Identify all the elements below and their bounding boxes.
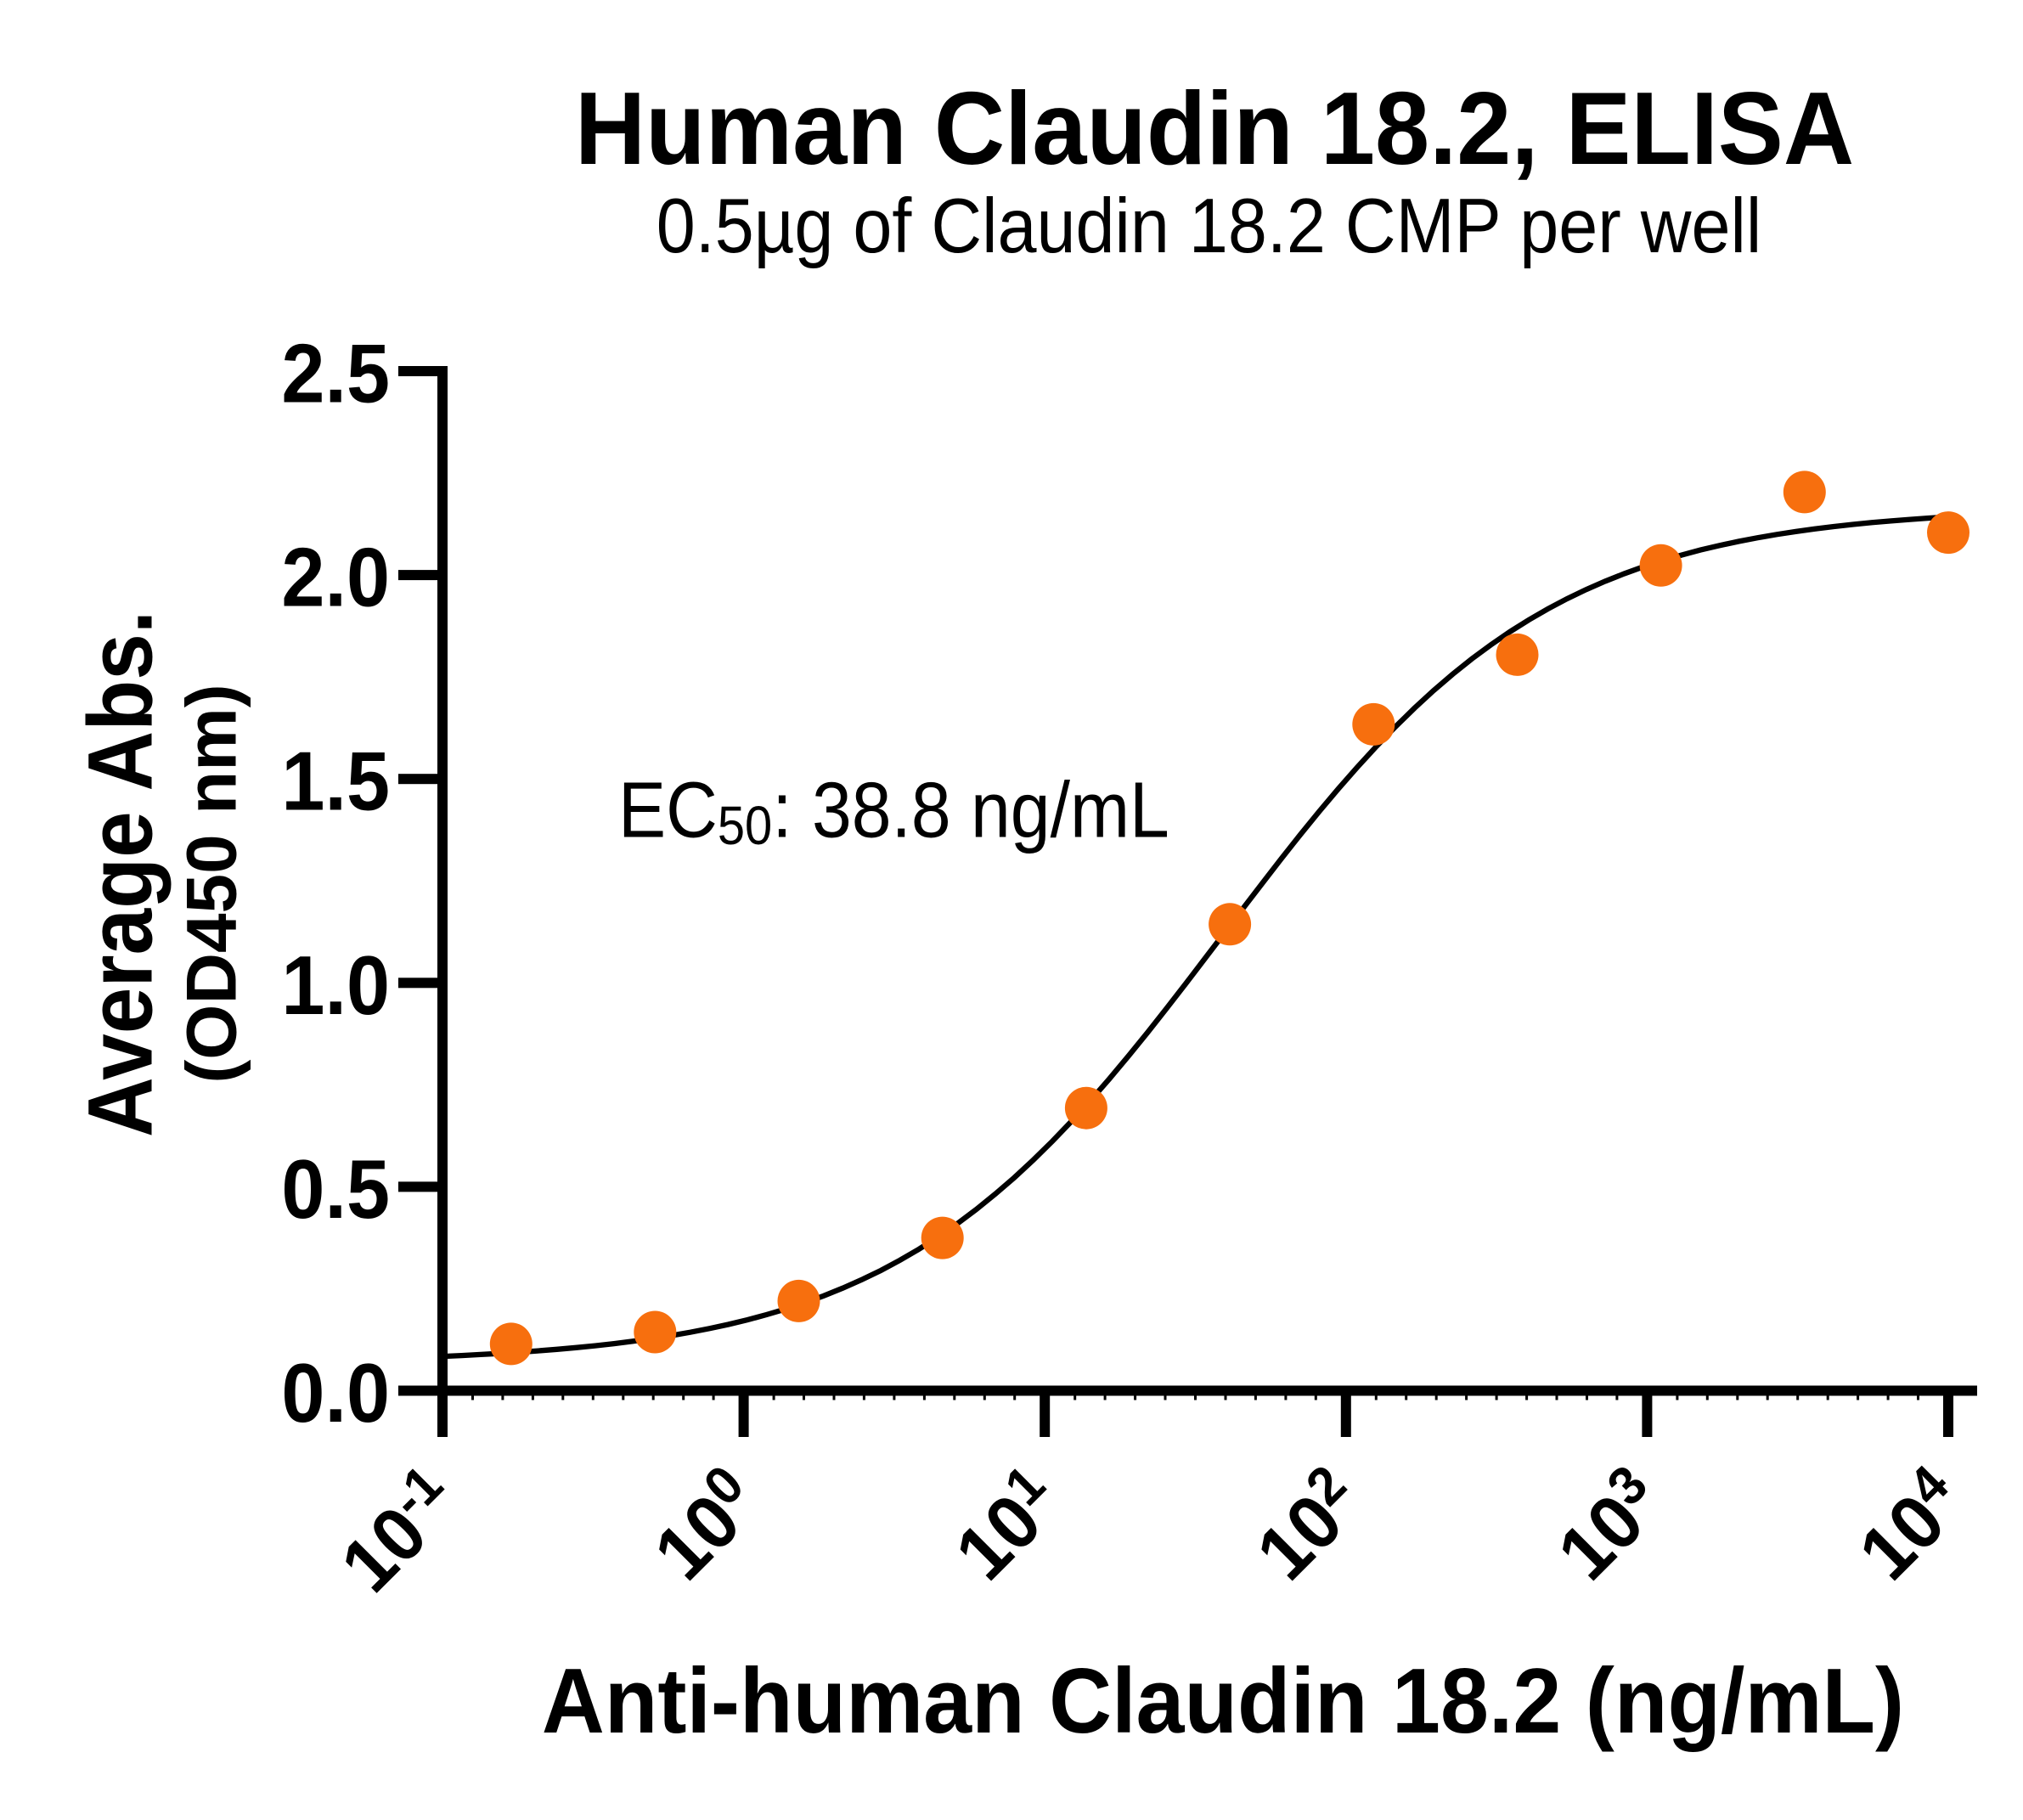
svg-text:EC50: 38.8 ng/mL: EC50: 38.8 ng/mL xyxy=(618,766,1169,856)
svg-text:0.5µg of Claudin 18.2 CMP per: 0.5µg of Claudin 18.2 CMP per well xyxy=(656,183,1761,268)
svg-text:100: 100 xyxy=(635,1455,777,1597)
svg-text:Average Abs.: Average Abs. xyxy=(69,611,171,1137)
svg-text:101: 101 xyxy=(936,1455,1078,1597)
svg-text:104: 104 xyxy=(1840,1454,1981,1596)
svg-text:1.5: 1.5 xyxy=(281,735,390,828)
svg-text:(OD450 nm): (OD450 nm) xyxy=(172,684,251,1083)
svg-text:1.0: 1.0 xyxy=(281,939,390,1032)
svg-text:Anti-human Claudin 18.2 (ng/mL: Anti-human Claudin 18.2 (ng/mL) xyxy=(542,1649,1904,1753)
svg-text:0.5: 0.5 xyxy=(281,1143,390,1236)
svg-text:10-1: 10-1 xyxy=(322,1455,476,1609)
svg-text:2.0: 2.0 xyxy=(281,532,390,624)
svg-text:0.0: 0.0 xyxy=(281,1347,390,1440)
svg-text:102: 102 xyxy=(1237,1455,1379,1597)
svg-text:Human Claudin 18.2, ELISA: Human Claudin 18.2, ELISA xyxy=(575,71,1854,187)
svg-text:103: 103 xyxy=(1539,1455,1681,1597)
svg-text:2.5: 2.5 xyxy=(281,328,390,420)
